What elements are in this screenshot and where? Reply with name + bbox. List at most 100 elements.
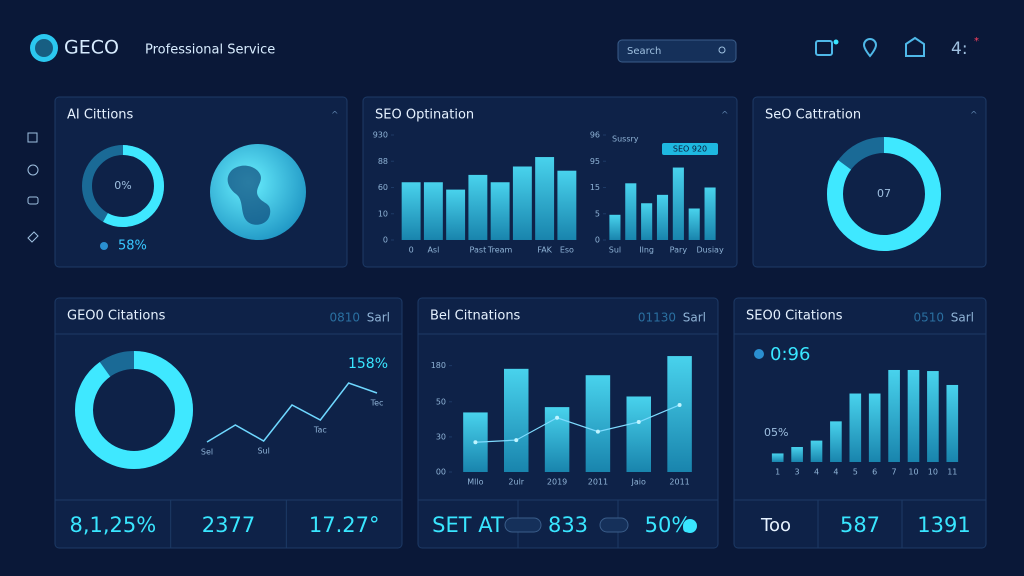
x-tick-label: Sul xyxy=(609,246,621,255)
x-tick-label: Past xyxy=(470,246,487,255)
y-tick-label: 180 xyxy=(431,361,446,370)
panel-unit: Sarl xyxy=(951,311,974,325)
bar xyxy=(771,453,784,462)
bar xyxy=(810,440,823,462)
stat-value: 17.27° xyxy=(309,513,380,537)
panel-code: 0510 xyxy=(913,311,944,325)
kpi-dot xyxy=(754,349,764,359)
bar xyxy=(868,393,881,462)
bar xyxy=(512,166,532,240)
panel-code: 01130 xyxy=(638,311,676,325)
side-icon[interactable] xyxy=(27,231,39,243)
y-tick-label: 60 xyxy=(378,183,388,192)
line-point xyxy=(514,438,519,443)
stat-value: 8,1,25% xyxy=(69,513,156,537)
kpi: 0:96 xyxy=(770,344,810,365)
bar xyxy=(535,157,555,240)
line-point xyxy=(636,420,641,425)
y-tick-label: 95 xyxy=(590,157,600,166)
panel-unit: Sarl xyxy=(683,311,706,325)
bar xyxy=(688,208,700,240)
panel-title: SeO Cattration xyxy=(765,108,861,123)
bar xyxy=(609,214,621,240)
bar xyxy=(830,421,842,462)
bar xyxy=(791,447,803,462)
x-tick-label: FAK xyxy=(537,246,552,255)
bar xyxy=(626,396,651,472)
x-tick-label: Tec xyxy=(370,399,384,408)
collapse-icon: ^ xyxy=(970,111,978,121)
panel-code: 0810 xyxy=(329,311,360,325)
x-tick-label: 10 xyxy=(928,468,938,477)
logo-icon-inner xyxy=(35,39,53,57)
notify-dot xyxy=(833,39,839,45)
report-icon[interactable] xyxy=(815,40,833,56)
bar xyxy=(557,170,577,240)
donut-label: 58% xyxy=(118,239,147,254)
badge[interactable]: 4: xyxy=(951,39,968,59)
panel xyxy=(54,297,403,549)
x-tick-label: 1 xyxy=(775,468,780,477)
x-tick-label: 4 xyxy=(833,468,838,477)
stat-chip xyxy=(599,517,629,533)
bar xyxy=(667,356,692,472)
donut-arc xyxy=(82,145,164,227)
search-box[interactable] xyxy=(617,39,737,63)
x-tick-label: Tream xyxy=(487,246,513,255)
line-point xyxy=(473,440,478,445)
x-tick-label: Asl xyxy=(427,246,439,255)
panel-unit: Sarl xyxy=(367,311,390,325)
badge-star: * xyxy=(974,36,979,47)
bar xyxy=(446,189,466,240)
bar xyxy=(849,393,862,462)
stat-value: SET AT xyxy=(432,513,504,537)
home-icon[interactable] xyxy=(905,36,925,57)
bar xyxy=(672,167,684,240)
x-tick-label: 2019 xyxy=(547,478,567,487)
y-tick-label: 0 xyxy=(595,236,600,245)
kpi-secondary: 05% xyxy=(764,426,788,439)
x-tick-label: 0 xyxy=(409,246,414,255)
side-icon[interactable] xyxy=(27,196,39,205)
search-placeholder: Search xyxy=(627,46,661,57)
bar xyxy=(907,369,920,462)
stat-value: 833 xyxy=(548,513,588,537)
line-point xyxy=(595,429,600,434)
bar xyxy=(704,187,716,240)
bar xyxy=(625,183,637,240)
x-tick-label: Sel xyxy=(201,448,213,457)
y-tick-label: 50 xyxy=(436,397,446,406)
line-series xyxy=(475,404,680,443)
bar xyxy=(401,182,421,240)
donut-arc xyxy=(827,137,941,251)
bar xyxy=(927,371,939,462)
x-tick-label: Dusiay xyxy=(696,246,724,255)
y-tick-label: 00 xyxy=(436,468,446,477)
x-tick-label: Mllo xyxy=(467,478,483,487)
globe-land xyxy=(227,165,271,225)
panel-title: SEO0 Citations xyxy=(746,309,843,324)
donut-arc xyxy=(75,351,193,469)
x-tick-label: Eso xyxy=(560,246,574,255)
legend-chip xyxy=(662,143,718,155)
side-icon[interactable] xyxy=(27,132,38,143)
stat-value: Too xyxy=(760,515,791,536)
legend-entry: SEO 920 xyxy=(673,145,707,154)
collapse-icon: ^ xyxy=(331,111,339,121)
x-tick-label: 3 xyxy=(795,468,800,477)
bar xyxy=(946,384,959,462)
bar xyxy=(423,182,443,240)
x-tick-label: 11 xyxy=(947,468,957,477)
x-tick-label: Ilng xyxy=(639,246,654,255)
panel-title: GEO0 Citations xyxy=(67,309,166,324)
line-point xyxy=(555,415,560,420)
x-tick-label: 2011 xyxy=(669,478,689,487)
donut-center: 07 xyxy=(877,187,891,200)
bar xyxy=(468,174,488,240)
side-icon[interactable] xyxy=(27,164,39,176)
donut-center: 0% xyxy=(114,179,131,192)
x-tick-label: 6 xyxy=(872,468,877,477)
y-tick-label: 0 xyxy=(383,236,388,245)
x-tick-label: 4 xyxy=(814,468,819,477)
location-icon[interactable] xyxy=(862,37,878,58)
